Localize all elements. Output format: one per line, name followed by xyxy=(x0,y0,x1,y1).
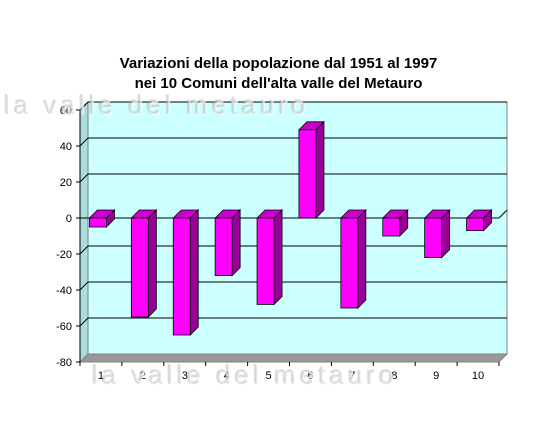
x-tick-label: 6 xyxy=(307,370,313,382)
x-axis-ticks: 1 2 3 4 5 6 7 8 9 10 xyxy=(79,362,500,382)
zero-baseline-depth xyxy=(498,209,508,219)
bar-side xyxy=(273,209,283,306)
bar xyxy=(214,217,233,276)
bars xyxy=(88,120,493,336)
x-tick-label: 9 xyxy=(433,370,439,382)
x-tick-label: 2 xyxy=(140,370,146,382)
plot-floor xyxy=(78,353,509,363)
y-tick-label: -60 xyxy=(56,321,72,333)
grid-line-side xyxy=(79,245,89,255)
bar xyxy=(382,217,401,237)
x-tick-label: 1 xyxy=(98,370,104,382)
x-tick-label: 10 xyxy=(472,370,484,382)
grid-line-side xyxy=(79,101,89,111)
bar xyxy=(466,217,484,231)
y-tick-label: 20 xyxy=(60,177,72,189)
bar xyxy=(89,217,107,228)
chart-title-line-1: Variazioni della popolazione dal 1951 al… xyxy=(119,55,438,72)
bar xyxy=(172,217,191,336)
y-tick-label: -20 xyxy=(56,249,72,261)
bar-side xyxy=(231,209,241,277)
bar xyxy=(298,129,317,219)
bar xyxy=(256,217,275,305)
bar-side xyxy=(315,120,325,219)
bar-side xyxy=(147,209,157,318)
y-tick-label: -40 xyxy=(56,285,72,297)
x-tick-label: 8 xyxy=(391,370,397,382)
grid-line-side xyxy=(79,173,89,183)
bar-side xyxy=(357,209,367,309)
grid-line-side xyxy=(79,137,89,147)
y-tick-label: 0 xyxy=(66,213,72,225)
grid-line-side xyxy=(79,281,89,291)
bar xyxy=(130,217,149,318)
x-tick-label: 5 xyxy=(265,370,271,382)
bar-side xyxy=(189,209,199,336)
grid-line-side xyxy=(79,317,89,327)
y-tick-label: 60 xyxy=(60,105,72,117)
chart-title-line-2: nei 10 Comuni dell'alta valle del Metaur… xyxy=(134,75,423,92)
x-tick-label: 4 xyxy=(224,370,230,382)
plot-side-wall xyxy=(79,100,89,364)
bar xyxy=(424,217,443,258)
y-tick-label: 40 xyxy=(60,141,72,153)
y-tick-label: -80 xyxy=(56,357,72,369)
x-tick-label: 3 xyxy=(182,370,188,382)
x-tick-label: 7 xyxy=(349,370,355,382)
y-axis-ticks: 60 40 20 0 -20 -40 -60 -80 xyxy=(56,105,80,369)
chart-title: Variazioni della popolazione dal 1951 al… xyxy=(0,54,557,94)
bar xyxy=(340,217,359,309)
